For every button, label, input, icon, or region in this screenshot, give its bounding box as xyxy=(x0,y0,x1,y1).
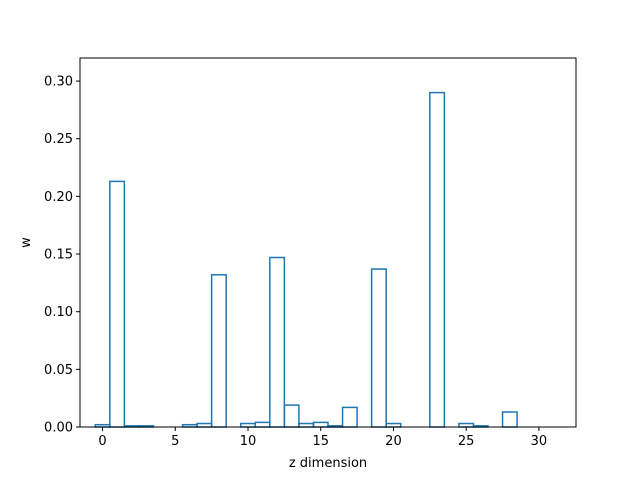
y-tick-label: 0.10 xyxy=(44,305,73,320)
y-tick-label: 0.25 xyxy=(44,132,73,147)
x-tick-label: 15 xyxy=(312,434,329,449)
axes-frame xyxy=(79,57,577,428)
y-tick-label: 0.05 xyxy=(44,363,73,378)
y-tick-label: 0.00 xyxy=(44,421,73,436)
y-tick-label: 0.15 xyxy=(44,248,73,263)
y-tick-label: 0.30 xyxy=(44,75,73,90)
x-axis-label: z dimension xyxy=(289,456,367,471)
y-tick-label: 0.20 xyxy=(44,190,73,205)
x-tick-label: 30 xyxy=(531,434,548,449)
x-tick-label: 10 xyxy=(240,434,257,449)
y-axis-label: w xyxy=(19,237,34,248)
x-tick-label: 5 xyxy=(171,434,179,449)
x-tick-label: 20 xyxy=(385,434,402,449)
x-tick-label: 0 xyxy=(98,434,106,449)
ticks-layer: 0 5 10 15 20 25 30 0.00 0.05 0.10 0.15 0.20 0.25 0.30 xyxy=(44,75,547,449)
x-tick-label: 25 xyxy=(458,434,475,449)
